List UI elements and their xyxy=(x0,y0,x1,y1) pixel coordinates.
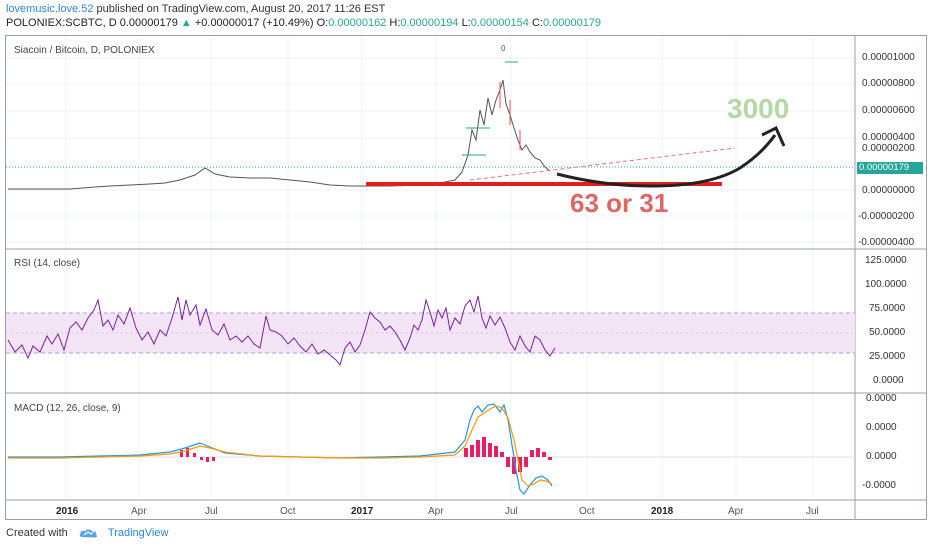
macd-tick: 0.0000 xyxy=(866,451,897,462)
time-axis-label: Jul xyxy=(505,506,518,517)
last-price: 0.00000179 xyxy=(119,17,178,29)
low-value: 0.00000154 xyxy=(470,17,529,29)
time-axis-label: 2018 xyxy=(651,506,674,517)
rsi-tick: 25.0000 xyxy=(869,351,906,362)
footer: Created with TradingView xyxy=(6,527,168,539)
rsi-pane-title: RSI (14, close) xyxy=(14,258,81,269)
symbol-label: POLONIEX:SCBTC, D xyxy=(6,17,117,29)
rsi-tick: 100.0000 xyxy=(865,279,907,290)
rsi-line xyxy=(7,295,556,367)
close-label: C: xyxy=(531,17,543,29)
trend-line[interactable] xyxy=(469,147,736,181)
price-series xyxy=(8,79,551,190)
time-axis-label: Jul xyxy=(205,506,218,517)
chart-frame[interactable] xyxy=(5,35,927,520)
projection-curve[interactable] xyxy=(556,134,777,188)
price-tick: 0.00000600 xyxy=(862,105,915,116)
price-tick: 0.00000400 xyxy=(862,132,915,143)
high-label: H: xyxy=(389,17,401,29)
open-value: 0.00000162 xyxy=(328,17,387,29)
price-tick: 0.00000200 xyxy=(862,143,915,154)
support-annotation[interactable]: 63 or 31 xyxy=(570,188,669,218)
time-axis-label: Apr xyxy=(428,506,444,517)
rsi-tick: 50.0000 xyxy=(869,327,906,338)
rsi-tick: 75.0000 xyxy=(869,303,906,314)
spike-red-candles xyxy=(499,82,521,150)
time-axis-label: Apr xyxy=(131,506,147,517)
time-axis-label: Oct xyxy=(579,506,595,517)
time-axis-label: 2016 xyxy=(56,506,79,517)
price-tick: 0.00000000 xyxy=(862,185,915,196)
macd-pane-title: MACD (12, 26, close, 9) xyxy=(14,403,121,414)
change-value: +0.00000017 (+10.49%) xyxy=(194,17,314,29)
low-label: L: xyxy=(461,17,471,29)
time-axis-label: Apr xyxy=(728,506,744,517)
price-tick: -0.00000200 xyxy=(858,211,915,222)
time-axis-label: Oct xyxy=(280,506,296,517)
current-price-tag: 0.00000179 xyxy=(857,162,923,174)
published-text: published on TradingView.com, August 20,… xyxy=(96,3,386,15)
time-axis-label: 2017 xyxy=(351,506,374,517)
price-tick: 0.00001000 xyxy=(862,52,915,63)
macd-line xyxy=(8,403,553,495)
tradingview-cloud-icon xyxy=(79,529,97,538)
created-with-label: Created with xyxy=(6,527,68,539)
price-pane-title: Siacoin / Bitcoin, D, POLONIEX xyxy=(14,45,155,56)
spike-marker[interactable]: 0 xyxy=(501,44,506,53)
macd-tick: 0.0000 xyxy=(866,393,897,404)
grid xyxy=(6,36,855,500)
signal-line xyxy=(8,405,553,487)
macd-histogram xyxy=(180,437,552,474)
price-tick: 0.00000800 xyxy=(862,78,915,89)
arrowhead-icon xyxy=(761,125,786,147)
symbol-info-line: POLONIEX:SCBTC, D 0.00000179 ▲ +0.000000… xyxy=(6,17,601,29)
target-annotation[interactable]: 3000 xyxy=(727,93,790,124)
tradingview-brand-link[interactable]: TradingView xyxy=(107,527,169,539)
high-value: 0.00000194 xyxy=(400,17,459,29)
up-arrow-icon: ▲ xyxy=(180,17,192,29)
price-tick: -0.00000400 xyxy=(858,237,915,248)
macd-tick: -0.0000 xyxy=(862,480,896,491)
close-value: 0.00000179 xyxy=(542,17,602,29)
open-label: O: xyxy=(316,17,329,29)
time-axis-label: Jul xyxy=(806,506,819,517)
publish-info: lovemusic.love.52 published on TradingVi… xyxy=(6,3,385,15)
author-link[interactable]: lovemusic.love.52 xyxy=(6,3,94,15)
rsi-tick: 125.0000 xyxy=(865,255,907,266)
spike-candles xyxy=(462,61,518,156)
rsi-tick: 0.0000 xyxy=(873,375,904,386)
macd-tick: 0.0000 xyxy=(866,422,897,433)
